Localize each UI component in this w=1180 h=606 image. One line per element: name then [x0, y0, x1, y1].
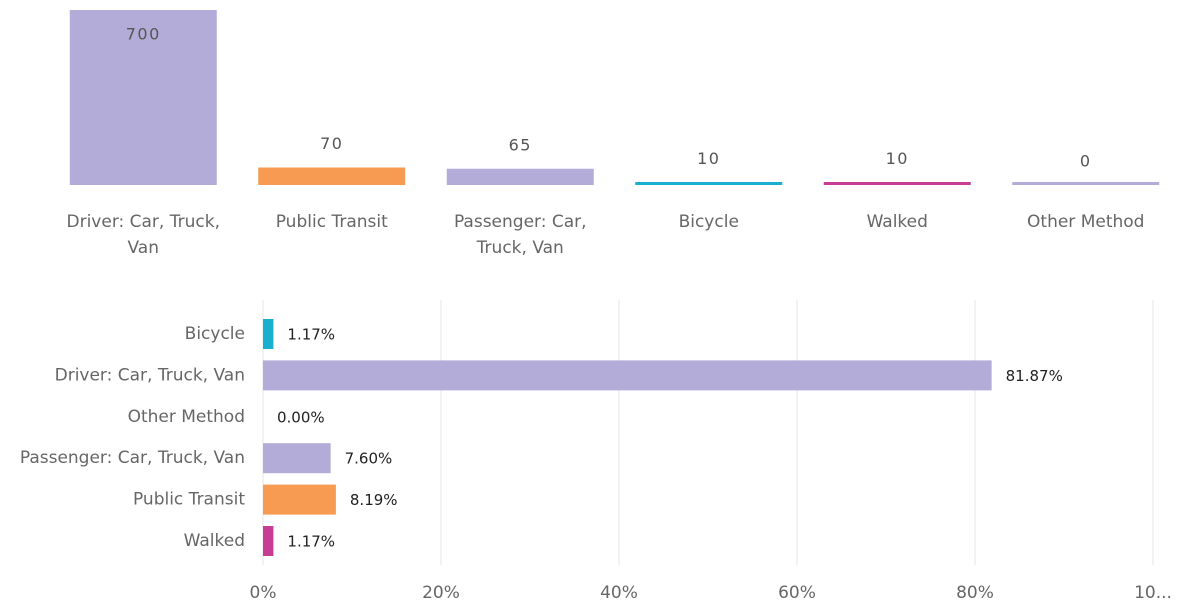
- bar: [263, 319, 274, 349]
- x-tick-label: Walked: [866, 212, 928, 232]
- value-label: 1.17%: [287, 533, 335, 551]
- value-label: 10: [886, 149, 909, 168]
- bar: [263, 360, 992, 391]
- x-tick-label: Passenger: Car, Truck, Van: [453, 212, 587, 258]
- bar: [1012, 182, 1160, 185]
- y-tick-label: Other Method: [128, 407, 245, 427]
- bar: [263, 526, 274, 556]
- bar: [446, 168, 594, 185]
- x-tick-label: 20%: [422, 583, 460, 603]
- bar: [263, 484, 336, 515]
- x-tick-label: Driver: Car, Truck, Van: [66, 212, 220, 258]
- value-label: 70: [320, 134, 343, 153]
- value-label: 10: [697, 149, 720, 168]
- value-label: 65: [509, 135, 532, 154]
- x-tick-label: Other Method: [1027, 212, 1145, 232]
- bar: [823, 182, 971, 185]
- x-tick-label: Public Transit: [275, 212, 388, 232]
- x-tick-label: 60%: [778, 583, 816, 603]
- bar: [258, 167, 406, 185]
- y-tick-label: Public Transit: [133, 490, 245, 510]
- y-tick-label: Walked: [184, 531, 245, 551]
- x-tick-label: 0%: [250, 583, 277, 603]
- value-label: 0.00%: [277, 408, 325, 426]
- bar: [69, 10, 217, 185]
- x-tick-label: Bicycle: [678, 212, 739, 232]
- value-label: 0: [1080, 152, 1092, 171]
- value-label: 700: [126, 25, 161, 44]
- x-tick-label: 40%: [600, 583, 638, 603]
- y-tick-label: Bicycle: [185, 324, 245, 344]
- y-tick-label: Driver: Car, Truck, Van: [55, 365, 245, 385]
- value-label: 7.60%: [345, 450, 393, 468]
- y-tick-label: Passenger: Car, Truck, Van: [20, 448, 245, 468]
- x-tick-label: 80%: [956, 583, 994, 603]
- value-label: 1.17%: [287, 326, 335, 344]
- value-label: 81.87%: [1006, 367, 1063, 385]
- value-label: 8.19%: [350, 491, 398, 509]
- bar: [635, 182, 783, 185]
- bar: [263, 443, 331, 474]
- x-tick-label: 10...: [1134, 583, 1172, 603]
